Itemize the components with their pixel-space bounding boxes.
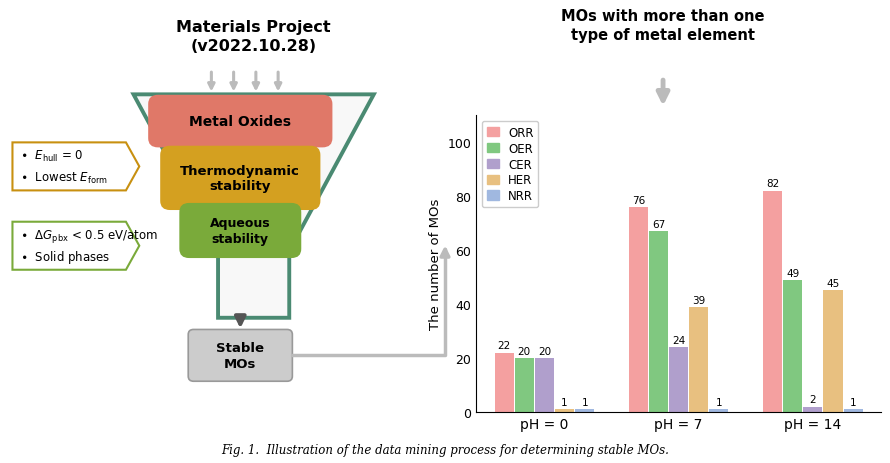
Text: 45: 45 bbox=[827, 279, 839, 289]
Text: 20: 20 bbox=[518, 346, 530, 356]
Bar bbox=[575, 409, 595, 412]
FancyBboxPatch shape bbox=[180, 204, 301, 258]
Text: $\bullet$  Lowest $E_{\rm form}$: $\bullet$ Lowest $E_{\rm form}$ bbox=[20, 170, 108, 185]
Text: Aqueous
stability: Aqueous stability bbox=[210, 217, 271, 245]
Bar bbox=[495, 353, 514, 412]
Bar bbox=[844, 409, 862, 412]
Bar bbox=[783, 280, 802, 412]
Text: Thermodynamic
stability: Thermodynamic stability bbox=[181, 164, 300, 193]
Text: 1: 1 bbox=[581, 397, 588, 407]
Polygon shape bbox=[12, 222, 140, 270]
Text: 1: 1 bbox=[562, 397, 568, 407]
Polygon shape bbox=[12, 143, 140, 191]
Text: 49: 49 bbox=[786, 268, 799, 278]
Bar bbox=[555, 409, 574, 412]
Text: 67: 67 bbox=[651, 219, 665, 230]
Y-axis label: The number of MOs: The number of MOs bbox=[429, 198, 441, 330]
Text: 1: 1 bbox=[850, 397, 856, 407]
Text: Materials Project
(v2022.10.28): Materials Project (v2022.10.28) bbox=[176, 20, 331, 54]
FancyBboxPatch shape bbox=[149, 95, 333, 148]
Polygon shape bbox=[134, 95, 374, 318]
Bar bbox=[709, 409, 728, 412]
Text: 20: 20 bbox=[538, 346, 551, 356]
Text: 82: 82 bbox=[766, 179, 780, 189]
Legend: ORR, OER, CER, HER, NRR: ORR, OER, CER, HER, NRR bbox=[482, 122, 538, 208]
Bar bbox=[649, 232, 668, 412]
Text: $\bullet$  $\Delta G_{\rm pbx}$ < 0.5 eV/atom: $\bullet$ $\Delta G_{\rm pbx}$ < 0.5 eV/… bbox=[20, 227, 158, 244]
Bar bbox=[823, 291, 843, 412]
Bar bbox=[535, 358, 554, 412]
Text: $\bullet$  $E_{\rm hull}$ = 0: $\bullet$ $E_{\rm hull}$ = 0 bbox=[20, 149, 84, 164]
Bar bbox=[629, 207, 648, 412]
FancyBboxPatch shape bbox=[189, 330, 292, 382]
Text: Metal Oxides: Metal Oxides bbox=[190, 115, 291, 129]
Text: 24: 24 bbox=[672, 335, 685, 345]
Text: Stable
MOs: Stable MOs bbox=[216, 341, 264, 370]
Bar bbox=[763, 191, 782, 412]
Bar bbox=[689, 307, 708, 412]
Text: 76: 76 bbox=[632, 195, 645, 205]
Text: 2: 2 bbox=[810, 394, 816, 405]
Bar bbox=[669, 347, 688, 412]
Bar bbox=[804, 407, 822, 412]
Bar bbox=[514, 358, 534, 412]
Text: Fig. 1.  Illustration of the data mining process for determining stable MOs.: Fig. 1. Illustration of the data mining … bbox=[221, 443, 669, 456]
Text: 22: 22 bbox=[498, 341, 511, 350]
Text: $\bullet$  Solid phases: $\bullet$ Solid phases bbox=[20, 248, 110, 265]
Text: MOs with more than one
type of metal element: MOs with more than one type of metal ele… bbox=[562, 9, 765, 44]
Text: 39: 39 bbox=[692, 295, 706, 305]
FancyBboxPatch shape bbox=[160, 146, 320, 211]
Text: 1: 1 bbox=[716, 397, 722, 407]
